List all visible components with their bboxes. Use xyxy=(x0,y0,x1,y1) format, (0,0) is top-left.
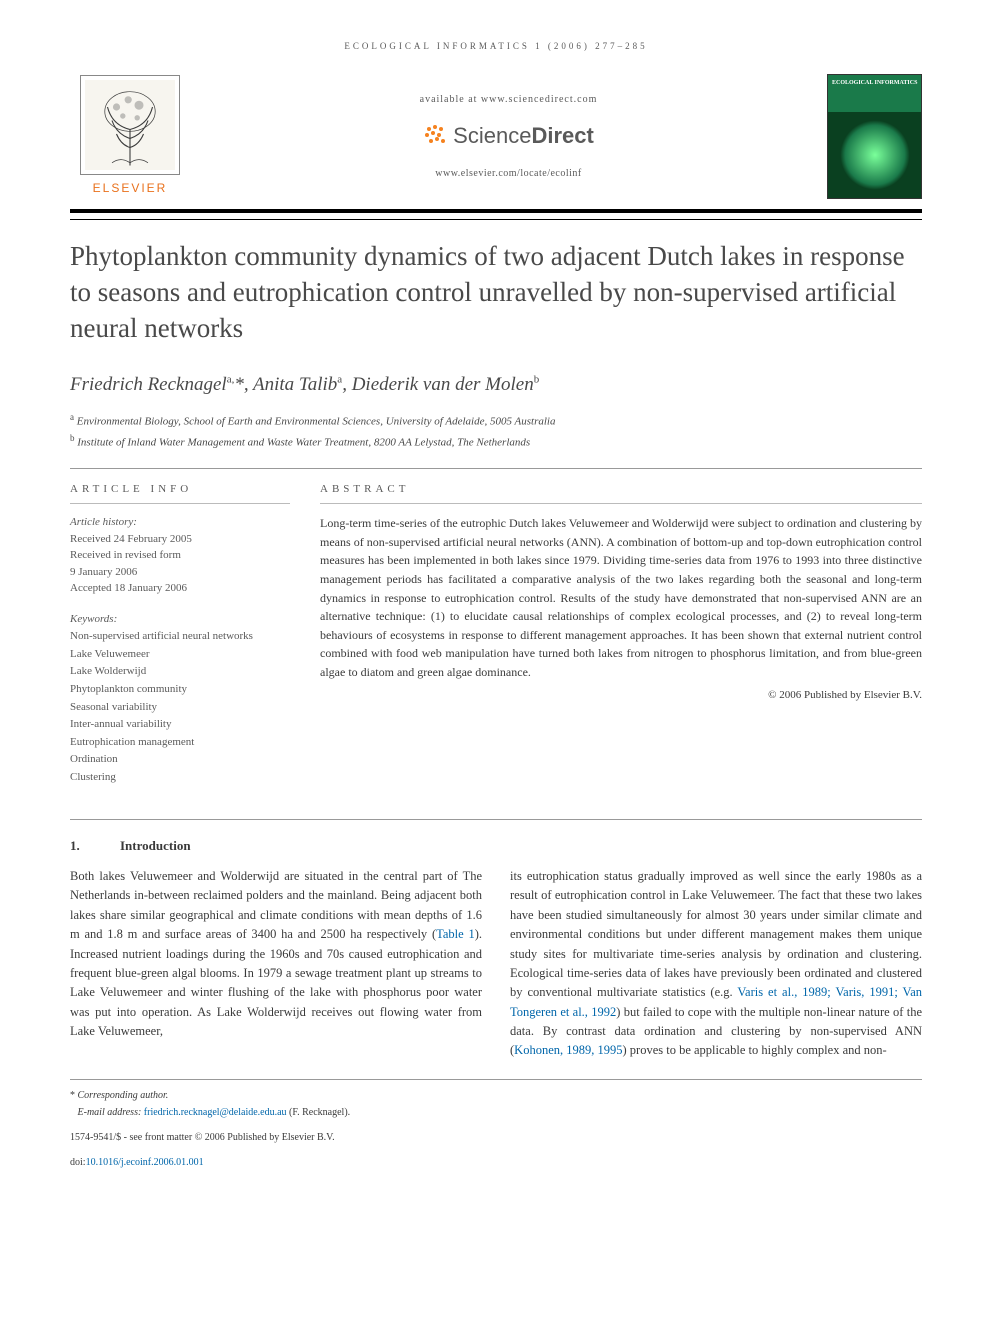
cover-burst-graphic xyxy=(840,120,910,190)
publisher-tree-logo xyxy=(80,75,180,175)
author-1: Friedrich Recknagela,* xyxy=(70,374,244,395)
author-3: Diederik van der Molenb xyxy=(352,374,540,395)
table-1-link[interactable]: Table 1 xyxy=(436,927,475,941)
keywords-block: Keywords: Non-supervised artificial neur… xyxy=(70,611,290,787)
abstract-column: ABSTRACT Long-term time-series of the eu… xyxy=(320,481,922,801)
body-columns: Both lakes Veluwemeer and Wolderwijd are… xyxy=(70,867,922,1061)
journal-cover-block: ECOLOGICAL INFORMATICS xyxy=(827,74,922,199)
section-number: 1. xyxy=(70,836,120,856)
citation-link-2[interactable]: Kohonen, 1989, 1995 xyxy=(514,1043,622,1057)
article-info-label: ARTICLE INFO xyxy=(70,481,290,498)
doi-link[interactable]: 10.1016/j.ecoinf.2006.01.001 xyxy=(86,1157,204,1168)
keyword-3: Phytoplankton community xyxy=(70,681,290,699)
journal-cover-title: ECOLOGICAL INFORMATICS xyxy=(832,79,917,88)
email-author: (F. Recknagel). xyxy=(289,1107,350,1118)
masthead-rule xyxy=(70,219,922,220)
sciencedirect-logo: ScienceDirect xyxy=(190,119,827,152)
corresponding-email-link[interactable]: friedrich.recknagel@delaide.edu.au xyxy=(144,1107,287,1118)
abstract-rule xyxy=(320,503,922,504)
page-container: ECOLOGICAL INFORMATICS 1 (2006) 277–285 … xyxy=(0,0,992,1200)
masthead: ELSEVIER available at www.sciencedirect.… xyxy=(70,74,922,213)
keywords-heading: Keywords: xyxy=(70,611,290,629)
body-top-rule xyxy=(70,819,922,820)
tree-icon xyxy=(85,80,175,170)
history-line-3: Accepted 18 January 2006 xyxy=(70,580,290,597)
info-abstract-row: ARTICLE INFO Article history: Received 2… xyxy=(70,468,922,801)
keyword-1: Lake Veluwemeer xyxy=(70,646,290,664)
sciencedirect-wave-icon xyxy=(423,123,447,147)
footnotes: * Corresponding author. E-mail address: … xyxy=(70,1079,922,1170)
email-label: E-mail address: xyxy=(78,1107,142,1118)
body-column-right: its eutrophication status gradually impr… xyxy=(510,867,922,1061)
doi-label: doi: xyxy=(70,1157,86,1168)
running-head: ECOLOGICAL INFORMATICS 1 (2006) 277–285 xyxy=(70,40,922,54)
author-list: Friedrich Recknagela,*, Anita Taliba, Di… xyxy=(70,371,922,400)
info-rule xyxy=(70,503,290,504)
section-title: Introduction xyxy=(120,838,191,853)
keyword-8: Clustering xyxy=(70,769,290,787)
front-matter-line: 1574-9541/$ - see front matter © 2006 Pu… xyxy=(70,1130,922,1145)
keyword-0: Non-supervised artificial neural network… xyxy=(70,628,290,646)
history-line-2: 9 January 2006 xyxy=(70,564,290,581)
available-at-text: available at www.sciencedirect.com xyxy=(190,92,827,107)
article-title: Phytoplankton community dynamics of two … xyxy=(70,238,922,347)
article-history-heading: Article history: xyxy=(70,514,290,531)
corresponding-author-note: * Corresponding author. xyxy=(70,1088,922,1103)
article-history-block: Article history: Received 24 February 20… xyxy=(70,514,290,597)
keyword-5: Inter-annual variability xyxy=(70,716,290,734)
doi-line: doi:10.1016/j.ecoinf.2006.01.001 xyxy=(70,1155,922,1170)
publisher-block: ELSEVIER xyxy=(70,75,190,197)
keyword-2: Lake Wolderwijd xyxy=(70,663,290,681)
author-2: Anita Taliba xyxy=(253,374,342,395)
corr-marker: * xyxy=(70,1090,75,1101)
abstract-copyright: © 2006 Published by Elsevier B.V. xyxy=(320,687,922,704)
sciencedirect-wordmark: ScienceDirect xyxy=(453,119,594,152)
email-line: E-mail address: friedrich.recknagel@dela… xyxy=(70,1105,922,1120)
keyword-6: Eutrophication management xyxy=(70,734,290,752)
abstract-text: Long-term time-series of the eutrophic D… xyxy=(320,514,922,681)
keyword-4: Seasonal variability xyxy=(70,699,290,717)
history-line-0: Received 24 February 2005 xyxy=(70,531,290,548)
publisher-name: ELSEVIER xyxy=(70,179,190,197)
affiliation-a: a Environmental Biology, School of Earth… xyxy=(70,411,922,430)
journal-url: www.elsevier.com/locate/ecolinf xyxy=(190,166,827,181)
journal-cover-image: ECOLOGICAL INFORMATICS xyxy=(827,74,922,199)
masthead-center: available at www.sciencedirect.com xyxy=(190,92,827,181)
section-1-heading: 1.Introduction xyxy=(70,836,922,856)
corr-text: Corresponding author. xyxy=(78,1090,169,1101)
keyword-7: Ordination xyxy=(70,751,290,769)
affiliation-b: b Institute of Inland Water Management a… xyxy=(70,432,922,451)
body-column-left: Both lakes Veluwemeer and Wolderwijd are… xyxy=(70,867,482,1061)
abstract-label: ABSTRACT xyxy=(320,481,922,498)
article-info-column: ARTICLE INFO Article history: Received 2… xyxy=(70,481,290,801)
history-line-1: Received in revised form xyxy=(70,547,290,564)
